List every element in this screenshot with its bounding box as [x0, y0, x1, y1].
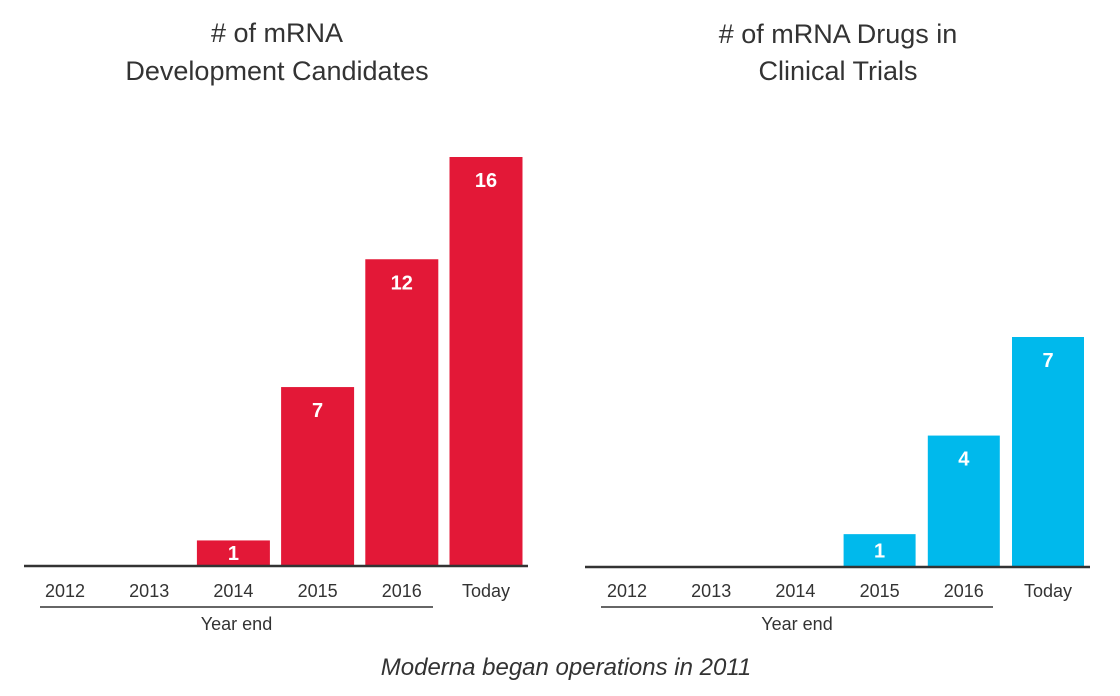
tick-label-2012: 2012 — [607, 581, 647, 601]
tick-label-2013: 2013 — [691, 581, 731, 601]
chart-1: # of mRNA Development Candidates 2012 2013 1… — [24, 18, 528, 634]
footnote: Moderna began operations in 2011 — [381, 654, 752, 681]
data-label-2014: 1 — [228, 543, 239, 565]
bar-2014 — [196, 540, 270, 566]
data-label-2016: 12 — [391, 272, 413, 294]
chart-title-line: # of mRNA — [211, 18, 343, 48]
chart-title-line: Clinical Trials — [758, 56, 917, 86]
data-label-2015: 1 — [874, 541, 885, 563]
data-label-today: 16 — [475, 170, 497, 192]
tick-label-2012: 2012 — [45, 581, 85, 601]
tick-label-2014: 2014 — [775, 581, 815, 601]
x-axis-label: Year end — [761, 614, 832, 634]
tick-label-2013: 2013 — [129, 581, 169, 601]
data-label-today: 7 — [1042, 350, 1053, 372]
chart-title-line: Development Candidates — [125, 56, 428, 86]
bar-today — [449, 157, 523, 566]
tick-label-2014: 2014 — [213, 581, 253, 601]
chart-title-line: # of mRNA Drugs in — [719, 19, 958, 49]
chart-2: # of mRNA Drugs in Clinical Trials 2012 201… — [585, 19, 1090, 634]
x-axis-label: Year end — [201, 614, 272, 634]
tick-label-2015: 2015 — [860, 581, 900, 601]
bar-2016 — [927, 435, 1000, 567]
tick-label-2015: 2015 — [298, 581, 338, 601]
bar-2015 — [281, 387, 355, 566]
bar-today — [1012, 337, 1084, 567]
bar-2016 — [365, 259, 439, 566]
data-label-2016: 4 — [958, 449, 970, 471]
tick-label-2016: 2016 — [382, 581, 422, 601]
tick-label-2016: 2016 — [944, 581, 984, 601]
tick-label-today: Today — [1024, 581, 1072, 601]
bar-2015 — [843, 534, 916, 567]
tick-label-today: Today — [462, 581, 510, 601]
data-label-2015: 7 — [312, 400, 323, 422]
